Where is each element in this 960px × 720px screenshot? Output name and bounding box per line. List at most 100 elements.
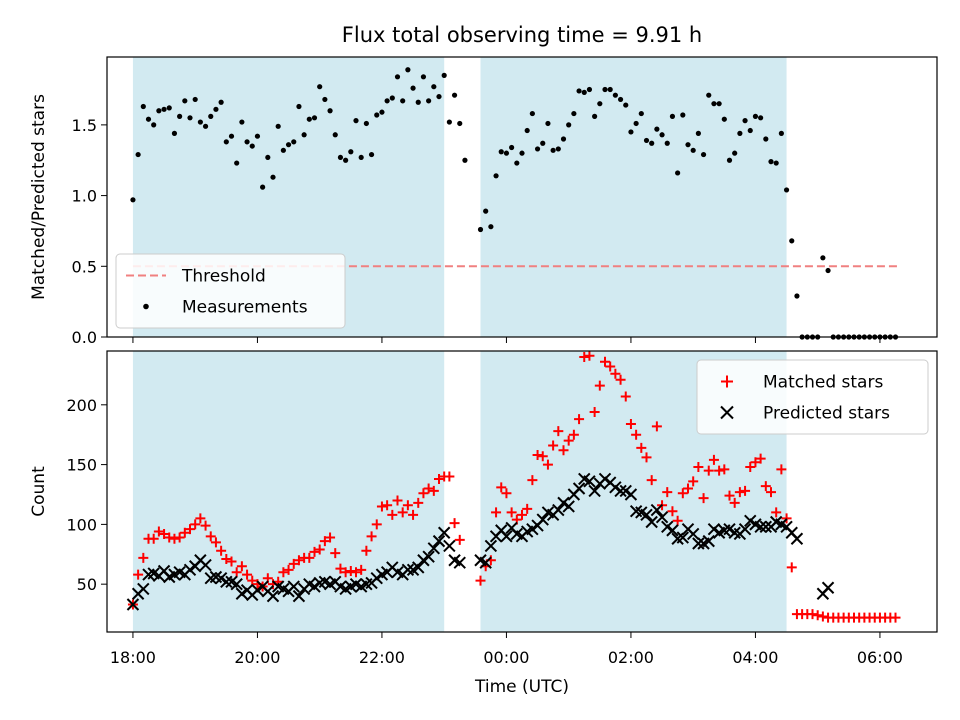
data-point bbox=[265, 154, 271, 161]
data-point bbox=[371, 519, 382, 530]
data-point bbox=[589, 406, 600, 417]
data-point bbox=[778, 130, 784, 136]
data-point bbox=[669, 113, 676, 119]
data-point bbox=[584, 350, 595, 361]
data-point bbox=[721, 116, 727, 122]
data-point bbox=[138, 552, 149, 563]
data-point bbox=[275, 123, 281, 129]
data-point bbox=[291, 139, 297, 145]
data-point bbox=[817, 611, 828, 622]
data-point bbox=[309, 546, 320, 557]
data-point bbox=[623, 102, 629, 108]
data-point bbox=[574, 414, 585, 425]
data-point bbox=[235, 587, 249, 600]
data-point bbox=[197, 119, 203, 125]
data-point bbox=[633, 120, 639, 127]
data-point bbox=[708, 454, 719, 465]
data-point bbox=[437, 526, 451, 539]
data-point bbox=[475, 575, 486, 586]
observing-window-shade bbox=[132, 351, 445, 632]
data-point bbox=[550, 147, 556, 153]
data-point bbox=[579, 351, 590, 362]
plot-frame bbox=[106, 56, 938, 338]
data-point bbox=[137, 582, 150, 596]
data-point bbox=[646, 475, 657, 486]
data-point bbox=[434, 473, 444, 484]
data-point bbox=[230, 577, 243, 591]
data-point bbox=[208, 113, 214, 119]
data-point bbox=[308, 580, 321, 593]
data-point bbox=[343, 157, 349, 163]
data-point bbox=[153, 526, 164, 537]
data-point bbox=[477, 226, 484, 233]
data-point bbox=[690, 147, 696, 153]
data-point bbox=[192, 96, 198, 103]
legend-label: Predicted stars bbox=[763, 404, 890, 424]
data-point bbox=[676, 531, 690, 544]
data-point bbox=[594, 380, 605, 391]
data-point bbox=[821, 581, 835, 594]
y-tick-label: 1.0 bbox=[72, 187, 97, 206]
data-point bbox=[786, 562, 797, 573]
data-point bbox=[617, 96, 624, 103]
data-point bbox=[210, 537, 221, 548]
data-point bbox=[145, 116, 152, 122]
data-point bbox=[771, 507, 782, 518]
data-point bbox=[600, 356, 610, 367]
legend: Matched stars Predicted stars bbox=[696, 359, 929, 435]
y-tick-label: 200 bbox=[66, 396, 97, 415]
data-point bbox=[239, 119, 245, 125]
x-tick-label: 06:00 bbox=[857, 648, 903, 667]
data-point bbox=[493, 173, 499, 179]
data-point bbox=[140, 103, 146, 110]
data-point bbox=[293, 555, 304, 566]
data-point bbox=[337, 154, 344, 161]
top-panel: 0.0 0.5 1.0 1.5 Matched/Predicted stars Thres… bbox=[29, 56, 938, 347]
data-point bbox=[572, 482, 586, 495]
data-point bbox=[288, 558, 299, 569]
data-point bbox=[517, 509, 527, 520]
data-point bbox=[624, 488, 638, 501]
data-point bbox=[641, 452, 652, 463]
data-point bbox=[436, 93, 442, 100]
data-point bbox=[287, 580, 300, 593]
data-point bbox=[807, 609, 818, 620]
legend-marker bbox=[143, 303, 149, 310]
data-point bbox=[592, 113, 598, 119]
data-point bbox=[161, 106, 167, 112]
data-point bbox=[558, 445, 569, 456]
data-point bbox=[491, 507, 502, 518]
data-point bbox=[444, 471, 455, 482]
data-point bbox=[322, 96, 328, 103]
series-0 bbox=[130, 67, 899, 340]
data-point bbox=[216, 545, 227, 556]
x-tick-label: 18:00 bbox=[110, 648, 156, 667]
data-point bbox=[610, 368, 621, 379]
data-point bbox=[368, 151, 375, 158]
data-point bbox=[514, 160, 520, 166]
data-point bbox=[314, 544, 325, 555]
data-point bbox=[703, 465, 714, 476]
data-point bbox=[247, 575, 258, 586]
y-tick-label: 150 bbox=[66, 456, 97, 475]
data-point bbox=[524, 127, 530, 134]
data-point bbox=[418, 488, 429, 499]
data-point bbox=[744, 514, 757, 528]
data-point bbox=[692, 537, 705, 550]
data-point bbox=[607, 86, 613, 93]
x-axis-label: Time (UTC) bbox=[474, 677, 569, 697]
data-point bbox=[527, 475, 538, 486]
legend: Threshold Measurements bbox=[115, 253, 346, 329]
data-point bbox=[651, 421, 662, 432]
data-point bbox=[631, 429, 642, 440]
data-point bbox=[251, 583, 264, 597]
y-tick-label: 0.5 bbox=[72, 257, 97, 276]
data-point bbox=[729, 497, 740, 508]
data-point bbox=[244, 139, 250, 145]
data-point bbox=[732, 150, 738, 156]
data-point bbox=[366, 531, 377, 542]
data-point bbox=[220, 575, 233, 588]
data-point bbox=[654, 126, 660, 132]
data-point bbox=[790, 532, 804, 545]
data-point bbox=[249, 143, 255, 149]
